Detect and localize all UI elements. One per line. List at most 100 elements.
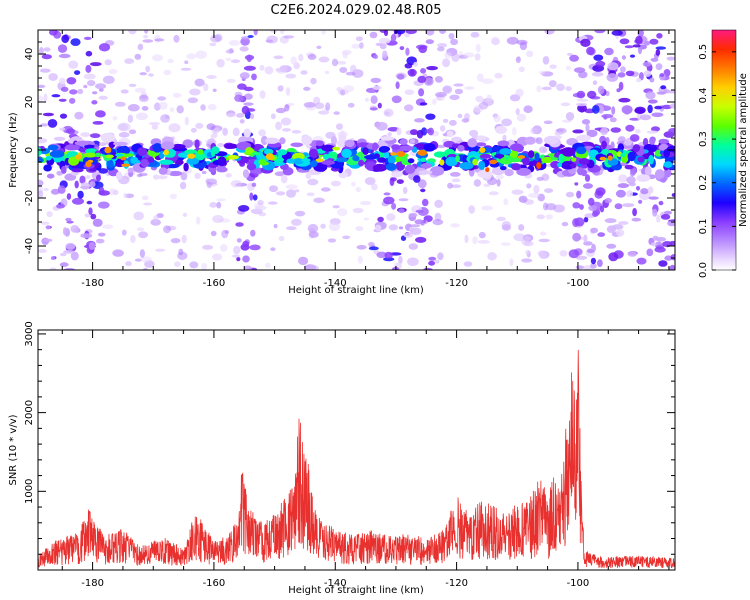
- heatmap-noise-cell: [239, 46, 249, 52]
- heatmap-band-cell: [357, 151, 364, 158]
- heatmap-noise-cell: [283, 35, 295, 39]
- heatmap-noise-cell: [214, 33, 223, 42]
- heatmap-noise-cell: [553, 204, 565, 213]
- heatmap-noise-cell: [428, 256, 437, 261]
- heatmap-band-cell: [636, 174, 651, 182]
- heatmap-noise-cell: [535, 137, 543, 145]
- heatmap-noise-cell: [39, 47, 44, 56]
- heatmap-band-cell: [194, 139, 200, 149]
- heatmap-noise-cell: [251, 182, 257, 187]
- spectrogram-y-tick-label: 40: [24, 48, 35, 61]
- heatmap-noise-cell: [616, 229, 625, 237]
- heatmap-noise-cell: [509, 258, 514, 267]
- heatmap-noise-cell: [102, 224, 114, 229]
- heatmap-band-cell: [617, 143, 624, 152]
- heatmap-noise-cell: [89, 181, 96, 188]
- heatmap-band-cell: [106, 163, 115, 168]
- heatmap-noise-cell: [423, 77, 434, 86]
- heatmap-noise-cell: [169, 193, 177, 200]
- snr-x-tick-label: -180: [81, 578, 104, 589]
- heatmap-noise-cell: [259, 90, 266, 99]
- heatmap-band-cell: [160, 141, 175, 150]
- heatmap-peak-cell: [265, 153, 275, 161]
- heatmap-band-cell: [305, 172, 312, 179]
- heatmap-noise-cell: [396, 73, 405, 80]
- heatmap-noise-cell: [321, 30, 326, 35]
- heatmap-noise-cell: [364, 177, 376, 186]
- heatmap-noise-cell: [470, 31, 480, 38]
- heatmap-marks: [38, 30, 675, 270]
- heatmap-noise-cell: [434, 212, 442, 222]
- heatmap-noise-cell: [309, 227, 315, 237]
- heatmap-noise-cell: [376, 121, 388, 131]
- heatmap-noise-cell: [120, 89, 129, 94]
- heatmap-noise-cell: [320, 187, 331, 192]
- heatmap-noise-cell: [442, 85, 453, 94]
- heatmap-band-cell: [649, 137, 656, 145]
- heatmap-peak-cell: [607, 155, 613, 161]
- heatmap-band-cell: [290, 142, 304, 148]
- snr-x-tick-label: -100: [567, 578, 590, 589]
- heatmap-noise-cell: [516, 56, 521, 61]
- heatmap-noise-cell: [318, 56, 330, 63]
- colorbar-tick-label: 0.1: [698, 218, 709, 234]
- heatmap-noise-cell: [511, 189, 524, 195]
- heatmap-noise-cell: [621, 105, 633, 115]
- heatmap-noise-cell: [667, 90, 675, 94]
- heatmap-noise-cell: [39, 68, 51, 73]
- heatmap-noise-cell: [415, 209, 424, 213]
- heatmap-band-cell: [210, 133, 217, 139]
- heatmap-noise-cell: [148, 73, 154, 77]
- heatmap-noise-cell: [98, 186, 105, 196]
- heatmap-noise-cell: [170, 238, 181, 244]
- heatmap-band-cell: [344, 139, 355, 148]
- heatmap-noise-cell: [252, 194, 258, 201]
- heatmap-noise-cell: [139, 98, 149, 103]
- heatmap-noise-cell: [133, 211, 144, 221]
- heatmap-noise-cell: [156, 213, 164, 219]
- heatmap-noise-cell: [544, 188, 554, 194]
- heatmap-noise-cell: [669, 264, 675, 270]
- heatmap-noise-cell: [636, 257, 647, 265]
- heatmap-noise-cell: [454, 88, 463, 95]
- heatmap-noise-cell: [279, 30, 285, 35]
- heatmap-noise-cell: [277, 85, 284, 92]
- heatmap-noise-cell: [444, 52, 452, 59]
- heatmap-noise-cell: [249, 192, 254, 201]
- heatmap-noise-cell: [97, 232, 106, 237]
- heatmap-noise-cell: [621, 55, 627, 60]
- heatmap-noise-cell: [494, 72, 503, 79]
- heatmap-band-cell: [184, 149, 198, 154]
- heatmap-noise-cell: [600, 127, 609, 136]
- heatmap-noise-cell: [383, 196, 395, 205]
- heatmap-noise-cell: [586, 248, 595, 254]
- heatmap-noise-cell: [661, 104, 673, 110]
- heatmap-noise-cell: [195, 50, 207, 59]
- heatmap-noise-cell: [134, 53, 142, 60]
- heatmap-noise-cell: [142, 195, 149, 201]
- heatmap-noise-cell: [186, 53, 197, 60]
- heatmap-noise-cell: [336, 123, 343, 130]
- heatmap-noise-cell: [135, 112, 148, 121]
- heatmap-noise-cell: [469, 129, 479, 137]
- snr-x-tick-label: -160: [203, 578, 226, 589]
- heatmap-noise-cell: [62, 227, 68, 236]
- heatmap-noise-cell: [647, 104, 653, 114]
- heatmap-noise-cell: [506, 36, 519, 45]
- heatmap-band-cell: [84, 144, 95, 149]
- heatmap-band-cell: [127, 167, 134, 173]
- heatmap-noise-cell: [488, 191, 499, 196]
- heatmap-noise-cell: [98, 88, 104, 92]
- heatmap-noise-cell: [258, 129, 266, 137]
- heatmap-noise-cell: [584, 174, 591, 182]
- heatmap-noise-cell: [586, 46, 595, 56]
- heatmap-noise-cell: [650, 57, 659, 62]
- heatmap-noise-cell: [337, 208, 348, 217]
- heatmap-band-cell: [445, 156, 458, 167]
- heatmap-noise-cell: [91, 100, 98, 105]
- heatmap-noise-cell: [396, 179, 404, 185]
- heatmap-noise-cell: [501, 221, 511, 230]
- heatmap-noise-cell: [47, 119, 58, 128]
- heatmap-noise-cell: [616, 88, 621, 93]
- heatmap-noise-cell: [530, 127, 538, 135]
